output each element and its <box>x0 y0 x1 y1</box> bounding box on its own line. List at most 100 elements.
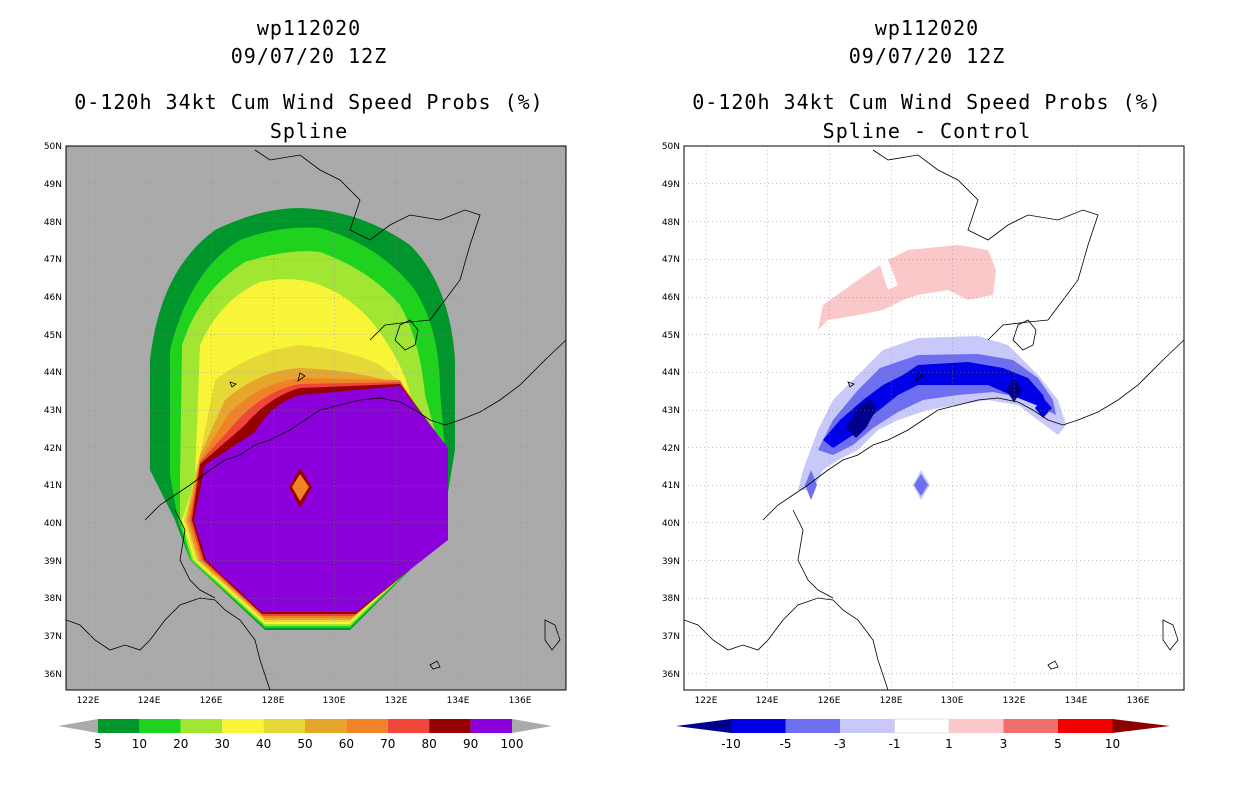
lat-label: 41N <box>662 481 680 491</box>
colorbar-label: 40 <box>256 737 271 751</box>
lat-label: 36N <box>44 670 62 680</box>
lat-label: 38N <box>44 594 62 604</box>
colorbar-swatch <box>98 719 140 733</box>
lon-label: 122E <box>695 696 718 706</box>
lon-label: 132E <box>1003 696 1026 706</box>
lon-label: 126E <box>818 696 841 706</box>
longitude-labels: 122E 124E 126E 128E 130E 132E 134E 136E <box>77 696 532 706</box>
lat-label: 49N <box>662 180 680 190</box>
colorbar-swatch <box>429 719 471 733</box>
contour-neg-10b <box>1006 378 1022 402</box>
colorbar-swatch <box>785 719 840 733</box>
lon-label: 134E <box>1065 696 1088 706</box>
lat-label: 38N <box>662 594 680 604</box>
lon-label: 124E <box>138 696 161 706</box>
colorbar-swatch <box>894 718 950 734</box>
lat-label: 50N <box>44 142 62 152</box>
lat-label: 48N <box>44 218 62 228</box>
panel-spline-control: wp112020 09/07/20 12Z 0-120h 34kt Cum Wi… <box>618 0 1236 800</box>
colorbar-label: -10 <box>721 737 741 751</box>
product-title: 0-120h 34kt Cum Wind Speed Probs (%) <box>74 90 544 114</box>
map-background <box>684 146 1184 690</box>
colorbar-label: 90 <box>463 737 478 751</box>
gridlines <box>684 146 1184 690</box>
lon-label: 122E <box>77 696 100 706</box>
colorbar-label: 30 <box>215 737 230 751</box>
lon-label: 128E <box>262 696 285 706</box>
coastlines <box>66 149 566 690</box>
latitude-labels: 50N 49N 48N 47N 46N 45N 44N 43N 42N 41N … <box>662 142 680 680</box>
coastlines <box>684 149 1184 690</box>
lon-label: 136E <box>1127 696 1150 706</box>
lat-label: 41N <box>44 481 62 491</box>
colorbar-swatch <box>387 719 430 733</box>
colorbar-label: 1 <box>945 737 953 751</box>
contour-90 <box>194 386 448 612</box>
lat-label: 47N <box>44 255 62 265</box>
lat-label: 43N <box>44 406 62 416</box>
colorbar-swatch <box>263 719 305 733</box>
storm-id-title: wp112020 <box>874 16 980 40</box>
lon-label: 128E <box>880 696 903 706</box>
longitude-labels: 122E 124E 126E 128E 130E 132E 134E 136E <box>695 696 1150 706</box>
lat-label: 39N <box>662 557 680 567</box>
lat-label: 46N <box>44 293 62 303</box>
datetime-title: 09/07/20 12Z <box>230 44 388 68</box>
contour-hole-inner <box>292 474 309 501</box>
lon-label: 126E <box>200 696 223 706</box>
panel-spline: wp112020 09/07/20 12Z 0-120h 34kt Cum Wi… <box>44 16 567 751</box>
colorbar-label: 3 <box>1000 737 1008 751</box>
datetime-title: 09/07/20 12Z <box>848 44 1006 68</box>
latitude-labels: 50N 49N 48N 47N 46N 45N 44N 43N 42N 41N … <box>44 142 62 680</box>
contour-neg-3b <box>805 470 817 500</box>
colorbar-label: 10 <box>1105 737 1120 751</box>
colorbar-swatch <box>222 719 264 733</box>
colorbar-below-triangle <box>58 719 98 733</box>
colorbar-label: -1 <box>889 737 901 751</box>
difference-contours <box>798 245 1066 500</box>
lat-label: 46N <box>662 293 680 303</box>
subtitle: Spline - Control <box>822 119 1032 143</box>
colorbar-below-triangle <box>676 719 731 733</box>
colorbar-above-triangle <box>512 719 552 733</box>
probability-map: 50N 49N 48N 47N 46N 45N 44N 43N 42N 41N … <box>44 142 567 751</box>
product-title: 0-120h 34kt Cum Wind Speed Probs (%) <box>692 90 1162 114</box>
gridlines <box>66 146 566 690</box>
contour-neg-5 <box>823 362 1048 448</box>
colorbar: 5 10 20 30 40 50 60 70 80 90 100 <box>58 719 552 751</box>
colorbar-above-triangle <box>1112 719 1170 733</box>
colorbar-swatch <box>1003 719 1058 733</box>
lat-label: 44N <box>662 368 680 378</box>
lon-label: 132E <box>385 696 408 706</box>
lon-label: 130E <box>323 696 346 706</box>
subtitle: Spline <box>269 119 349 143</box>
lat-label: 50N <box>662 142 680 152</box>
storm-id-title: wp112020 <box>256 16 362 40</box>
lat-label: 42N <box>662 444 680 454</box>
lat-label: 44N <box>44 368 62 378</box>
lat-label: 36N <box>662 670 680 680</box>
colorbar-label: -5 <box>780 737 792 751</box>
colorbar-label: 20 <box>173 737 188 751</box>
colorbar-swatch <box>731 719 786 733</box>
lon-label: 130E <box>941 696 964 706</box>
lat-label: 49N <box>44 180 62 190</box>
contour-neg-10 <box>846 398 876 438</box>
difference-map: 50N 49N 48N 47N 46N 45N 44N 43N 42N 41N … <box>662 142 1185 751</box>
colorbar-swatch <box>840 719 895 733</box>
colorbar-swatch <box>949 719 1004 733</box>
lat-label: 42N <box>44 444 62 454</box>
lat-label: 48N <box>662 218 680 228</box>
lat-label: 40N <box>44 519 62 529</box>
lat-label: 43N <box>662 406 680 416</box>
lat-label: 47N <box>662 255 680 265</box>
colorbar-label: 5 <box>1054 737 1062 751</box>
map-frame <box>65 145 567 691</box>
lon-label: 136E <box>509 696 532 706</box>
colorbar-swatch <box>1058 719 1113 733</box>
lat-label: 40N <box>662 519 680 529</box>
lat-label: 39N <box>44 557 62 567</box>
colorbar-label: 70 <box>380 737 395 751</box>
colorbar-label: 10 <box>132 737 147 751</box>
lat-label: 37N <box>44 632 62 642</box>
